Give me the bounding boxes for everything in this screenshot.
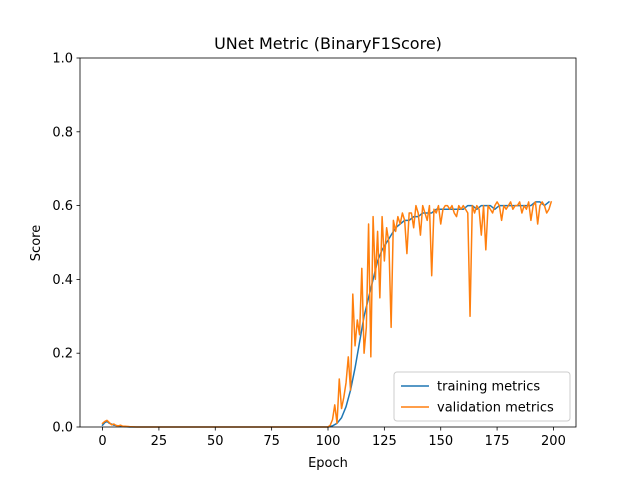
y-tick-label: 0.2 bbox=[52, 347, 73, 362]
x-tick-label: 75 bbox=[263, 434, 280, 449]
y-axis-label: Score bbox=[29, 225, 44, 261]
x-tick-label: 200 bbox=[541, 434, 566, 449]
y-tick-label: 0.6 bbox=[52, 199, 73, 214]
legend-box bbox=[393, 371, 571, 422]
legend: training metrics validation metrics bbox=[393, 371, 571, 422]
x-tick-label: 0 bbox=[98, 434, 106, 449]
x-tick-label: 100 bbox=[316, 434, 341, 449]
plot-area: 0 25 50 75 100 125 150 175 200 0.0 0.2 0.4 0.6 0.8 1.0 bbox=[52, 52, 577, 449]
y-tick-label: 0.0 bbox=[52, 421, 73, 436]
x-tick-label: 50 bbox=[207, 434, 224, 449]
x-tick-label: 125 bbox=[372, 434, 397, 449]
y-tick-label: 0.4 bbox=[52, 273, 73, 288]
x-axis-label: Epoch bbox=[308, 456, 348, 471]
x-tick-label: 150 bbox=[428, 434, 453, 449]
y-tick-label: 1.0 bbox=[52, 52, 73, 67]
legend-label-validation: validation metrics bbox=[437, 401, 554, 416]
y-tick-label: 0.8 bbox=[52, 125, 73, 140]
legend-label-training: training metrics bbox=[437, 380, 540, 395]
x-tick-label: 175 bbox=[485, 434, 510, 449]
series-line-validation bbox=[101, 200, 553, 428]
x-tick-label: 25 bbox=[151, 434, 168, 449]
chart-title: UNet Metric (BinaryF1Score) bbox=[214, 34, 442, 53]
